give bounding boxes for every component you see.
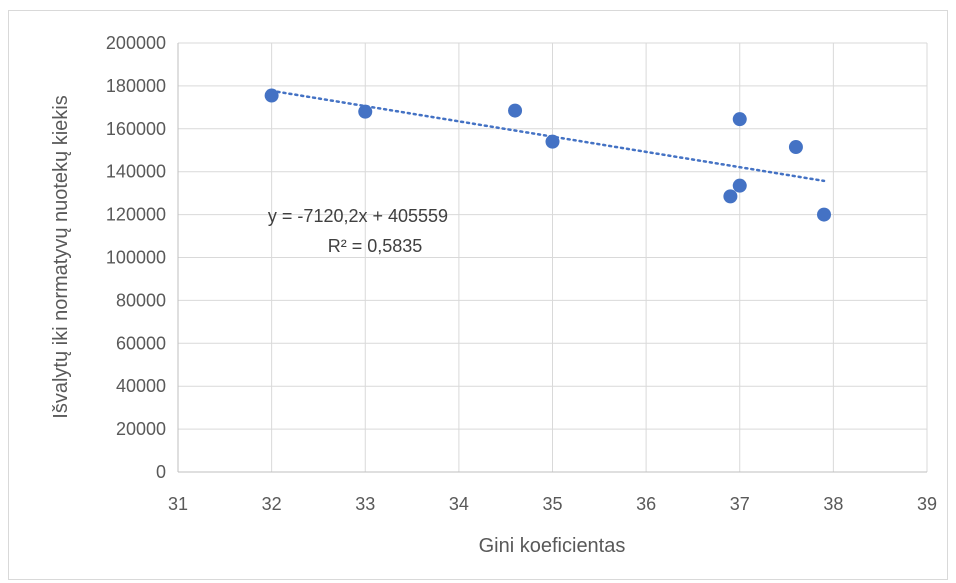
y-tick-label: 180000: [106, 76, 166, 96]
trendline-r2: R² = 0,5835: [328, 236, 423, 256]
chart-area: [8, 10, 948, 580]
x-tick-label: 32: [262, 494, 282, 514]
data-point: [732, 178, 747, 193]
labels: y = -7120,2x + 405559 R² = 0,5835 Gini k…: [50, 95, 625, 557]
x-axis-title: Gini koeficientas: [479, 535, 626, 557]
y-tick-label: 20000: [116, 419, 166, 439]
x-tick-label: 35: [542, 494, 562, 514]
data-point: [723, 189, 738, 204]
y-tick-label: 100000: [106, 248, 166, 268]
y-tick-label: 200000: [106, 33, 166, 53]
axes: 31 32 33 34 35 36 37 38 39 0 20000 40000 60000 80000 1…: [106, 33, 937, 514]
data-point: [817, 207, 832, 222]
x-tick-label: 31: [168, 494, 188, 514]
data-point: [264, 88, 279, 103]
y-tick-label: 40000: [116, 376, 166, 396]
y-tick-label: 80000: [116, 290, 166, 310]
data-point: [358, 104, 373, 119]
x-tick-label: 36: [636, 494, 656, 514]
y-tick-label: 140000: [106, 162, 166, 182]
y-tick-label: 160000: [106, 119, 166, 139]
data-points: [264, 88, 832, 222]
trendline: [270, 89, 826, 183]
y-axis-title: Išvalytų iki normatyvų nuotekų kiekis: [50, 95, 72, 418]
gridlines: [178, 42, 928, 472]
data-point: [732, 112, 747, 127]
x-tick-label: 38: [823, 494, 843, 514]
x-tick-label: 33: [355, 494, 375, 514]
data-point: [508, 103, 523, 118]
trendline-group: [270, 89, 826, 183]
trendline-equation: y = -7120,2x + 405559: [268, 206, 448, 226]
y-tick-label: 60000: [116, 333, 166, 353]
x-tick-label: 37: [730, 494, 750, 514]
y-tick-label: 0: [156, 462, 166, 482]
x-tick-label: 34: [449, 494, 469, 514]
data-point: [545, 134, 560, 149]
y-tick-label: 120000: [106, 205, 166, 225]
data-point: [788, 140, 803, 155]
x-tick-label: 39: [917, 494, 937, 514]
